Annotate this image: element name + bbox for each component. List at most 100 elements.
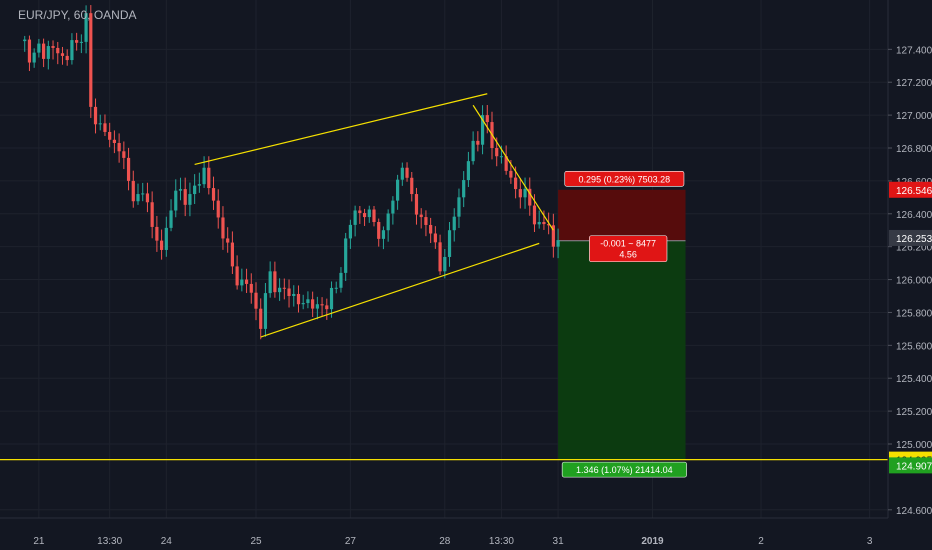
candle-body bbox=[183, 189, 187, 205]
candle-body bbox=[84, 13, 88, 42]
candle-body bbox=[362, 213, 367, 218]
candles bbox=[23, 5, 560, 340]
candle-body bbox=[221, 217, 225, 239]
candle-body bbox=[457, 197, 461, 217]
candle-body bbox=[287, 288, 291, 296]
candle-body bbox=[122, 151, 126, 158]
candle-body bbox=[358, 210, 362, 214]
candle-body bbox=[334, 287, 338, 289]
candle-body bbox=[268, 271, 272, 294]
candle-body bbox=[292, 293, 296, 296]
candle-body bbox=[37, 43, 41, 53]
price-tick-label: 126.400 bbox=[896, 210, 932, 221]
price-tag-current: 126.253 bbox=[896, 234, 932, 245]
time-tick-label: 13:30 bbox=[489, 536, 514, 547]
price-tick-label: 127.200 bbox=[896, 78, 932, 89]
candle-body bbox=[174, 190, 178, 211]
candle-body bbox=[141, 193, 145, 195]
candle-body bbox=[518, 189, 522, 198]
candle-body bbox=[98, 123, 102, 125]
candle-body bbox=[254, 292, 258, 309]
candle-body bbox=[75, 40, 79, 43]
candle-body bbox=[103, 123, 107, 132]
candle-body bbox=[414, 194, 419, 215]
candle-body bbox=[367, 209, 371, 218]
candle-body bbox=[193, 185, 197, 195]
candle-body bbox=[301, 303, 305, 305]
candle-body bbox=[51, 46, 55, 48]
trendline-channel-top bbox=[194, 93, 488, 166]
price-tick-label: 127.400 bbox=[896, 45, 932, 56]
candle-body bbox=[329, 287, 334, 310]
price-tick-label: 126.800 bbox=[896, 144, 932, 155]
candle-body bbox=[424, 217, 428, 225]
candle-body bbox=[145, 193, 150, 203]
candle-body bbox=[377, 222, 381, 239]
candle-body bbox=[164, 227, 168, 250]
candle-body bbox=[155, 226, 159, 241]
price-tick-label: 124.600 bbox=[896, 506, 932, 517]
position-zones[interactable] bbox=[558, 189, 686, 460]
risk-reward-label-bg bbox=[589, 235, 668, 263]
candle-body bbox=[339, 272, 343, 288]
candle-body bbox=[117, 143, 121, 152]
candle-body bbox=[131, 180, 135, 202]
candle-body bbox=[311, 299, 315, 309]
price-axis: 127.400127.200127.000126.800126.600126.4… bbox=[887, 0, 932, 518]
candle-body bbox=[523, 188, 527, 198]
candle-body bbox=[211, 188, 216, 201]
trendlines[interactable] bbox=[0, 93, 888, 461]
candle-body bbox=[348, 224, 352, 239]
candle-body bbox=[509, 170, 513, 178]
candle-body bbox=[405, 167, 409, 178]
candle-body bbox=[273, 271, 277, 293]
candle-body bbox=[542, 222, 546, 225]
candle-body bbox=[56, 47, 60, 54]
price-tag-target-bg bbox=[889, 457, 932, 474]
price-tick-label: 127.000 bbox=[896, 111, 932, 122]
time-tick-label: 28 bbox=[439, 536, 451, 547]
price-tag-stop: 126.546 bbox=[896, 186, 932, 197]
price-tag-stop-bg bbox=[889, 181, 932, 198]
candle-body bbox=[296, 293, 301, 305]
candle-body bbox=[556, 240, 560, 247]
trendline-channel-bottom bbox=[260, 242, 540, 338]
take-profit-zone bbox=[558, 240, 686, 460]
candle-body bbox=[438, 242, 442, 272]
candle-body bbox=[65, 55, 69, 61]
stop-info-label-text: 0.295 (0.23%) 7503.28 bbox=[579, 174, 671, 184]
time-tick-label: 31 bbox=[553, 536, 565, 547]
candle-body bbox=[499, 156, 504, 158]
candle-body bbox=[202, 167, 206, 185]
candle-body bbox=[400, 167, 404, 180]
stop-info-label-bg bbox=[564, 170, 685, 187]
candle-body bbox=[447, 230, 452, 257]
candle-body bbox=[443, 256, 447, 272]
candle-body bbox=[391, 200, 395, 214]
candle-body bbox=[169, 210, 173, 228]
candle-body bbox=[27, 39, 32, 63]
candle-body bbox=[216, 200, 220, 218]
candle-body bbox=[230, 242, 234, 267]
candle-body bbox=[112, 139, 116, 144]
candle-body bbox=[70, 40, 74, 61]
time-tick-label: 13:30 bbox=[97, 536, 122, 547]
candle-body bbox=[42, 43, 46, 59]
candle-body bbox=[226, 238, 230, 243]
price-tick-label: 125.400 bbox=[896, 374, 932, 385]
candle-body bbox=[386, 213, 390, 231]
candle-body bbox=[259, 308, 263, 329]
candle-body bbox=[429, 224, 433, 234]
candle-body bbox=[126, 157, 131, 181]
candle-body bbox=[306, 299, 310, 304]
candle-body bbox=[178, 189, 183, 191]
candle-body bbox=[410, 177, 414, 195]
time-tick-label: 25 bbox=[250, 536, 262, 547]
price-tick-label: 125.800 bbox=[896, 308, 932, 319]
risk-reward-label-text: -0.001 ~ 8477 bbox=[600, 239, 656, 249]
candle-body bbox=[480, 115, 485, 145]
candle-body bbox=[160, 240, 164, 250]
candle-body bbox=[188, 194, 192, 205]
candle-body bbox=[46, 46, 50, 59]
